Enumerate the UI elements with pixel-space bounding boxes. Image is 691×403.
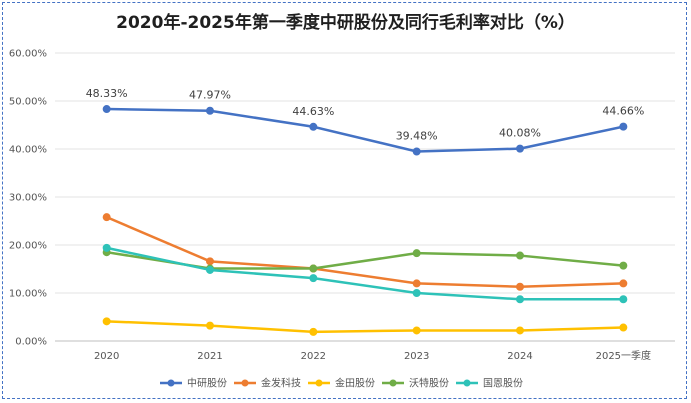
x-tick-label: 2024 [507,351,532,362]
legend-label: 金田股份 [335,377,375,390]
data-label: 39.48% [396,129,438,142]
data-point [412,326,421,335]
legend-marker [463,379,471,387]
legend-label: 沃特股份 [409,378,449,390]
data-label: 40.08% [499,127,541,140]
x-tick-label: 2025一季度 [596,349,651,362]
legend-label: 金发科技 [261,377,301,390]
y-tick-label: 10.00% [9,289,47,300]
data-point [412,279,421,288]
x-tick-label: 2022 [301,351,326,362]
data-point [206,106,214,115]
data-label: 44.63% [292,105,334,118]
data-point [516,251,524,260]
data-point [619,295,628,304]
data-label: 44.66% [602,105,644,118]
data-point [619,261,628,270]
data-point [619,323,628,332]
legend-label: 中研股份 [187,377,227,390]
legend-marker [315,379,323,387]
series-line [106,250,624,270]
series-line [106,107,624,153]
data-point [516,295,524,304]
x-tick-label: 2020 [94,351,119,362]
y-tick-label: 50.00% [9,97,47,108]
data-point [619,122,628,131]
data-label: 47.97% [189,89,231,102]
data-point [412,147,421,156]
legend: 中研股份 金发科技 金田股份 沃特股份 国恩股份 [160,377,523,390]
data-point [102,243,111,252]
chart-title: 2020年-2025年第一季度中研股份及同行毛利率对比（%） [116,13,575,33]
data-point [412,249,421,258]
data-point [309,264,318,273]
data-point [309,274,318,283]
data-point [516,282,524,291]
x-tick-label: 2021 [197,351,222,362]
y-tick-label: 30.00% [9,193,47,204]
y-tick-label: 0.00% [15,337,47,348]
legend-marker [389,379,397,387]
series-line [106,216,624,289]
series-line [106,246,624,301]
legend-label: 国恩股份 [483,378,523,390]
data-point [412,289,421,297]
data-point [516,144,524,153]
chart-frame [2,2,687,399]
data-point [309,122,318,131]
data-point [102,213,111,222]
series-line [106,320,624,334]
x-tick-label: 2023 [404,351,429,362]
data-labels: 48.33% 47.97% 44.63% 39.48% 40.08% 44.66% [86,87,645,142]
legend-marker [241,379,249,387]
data-point [102,317,111,326]
x-axis-ticks: 2020 2021 2022 2023 2024 2025一季度 [94,349,651,362]
y-axis-ticks: 0.00% 10.00% 20.00% 30.00% 40.00% 50.00% 60.00… [9,49,47,348]
series-lines [102,105,628,336]
y-tick-label: 40.00% [9,145,47,156]
y-tick-label: 20.00% [9,241,47,252]
data-point [619,279,628,288]
data-point [309,327,318,336]
data-point [206,265,214,274]
y-tick-label: 60.00% [9,49,47,60]
data-label: 48.33% [86,87,128,100]
grid-lines [55,52,675,342]
legend-marker [167,379,175,387]
data-point [516,326,524,335]
data-point [206,257,214,266]
data-point [102,105,111,114]
data-point [206,321,214,330]
